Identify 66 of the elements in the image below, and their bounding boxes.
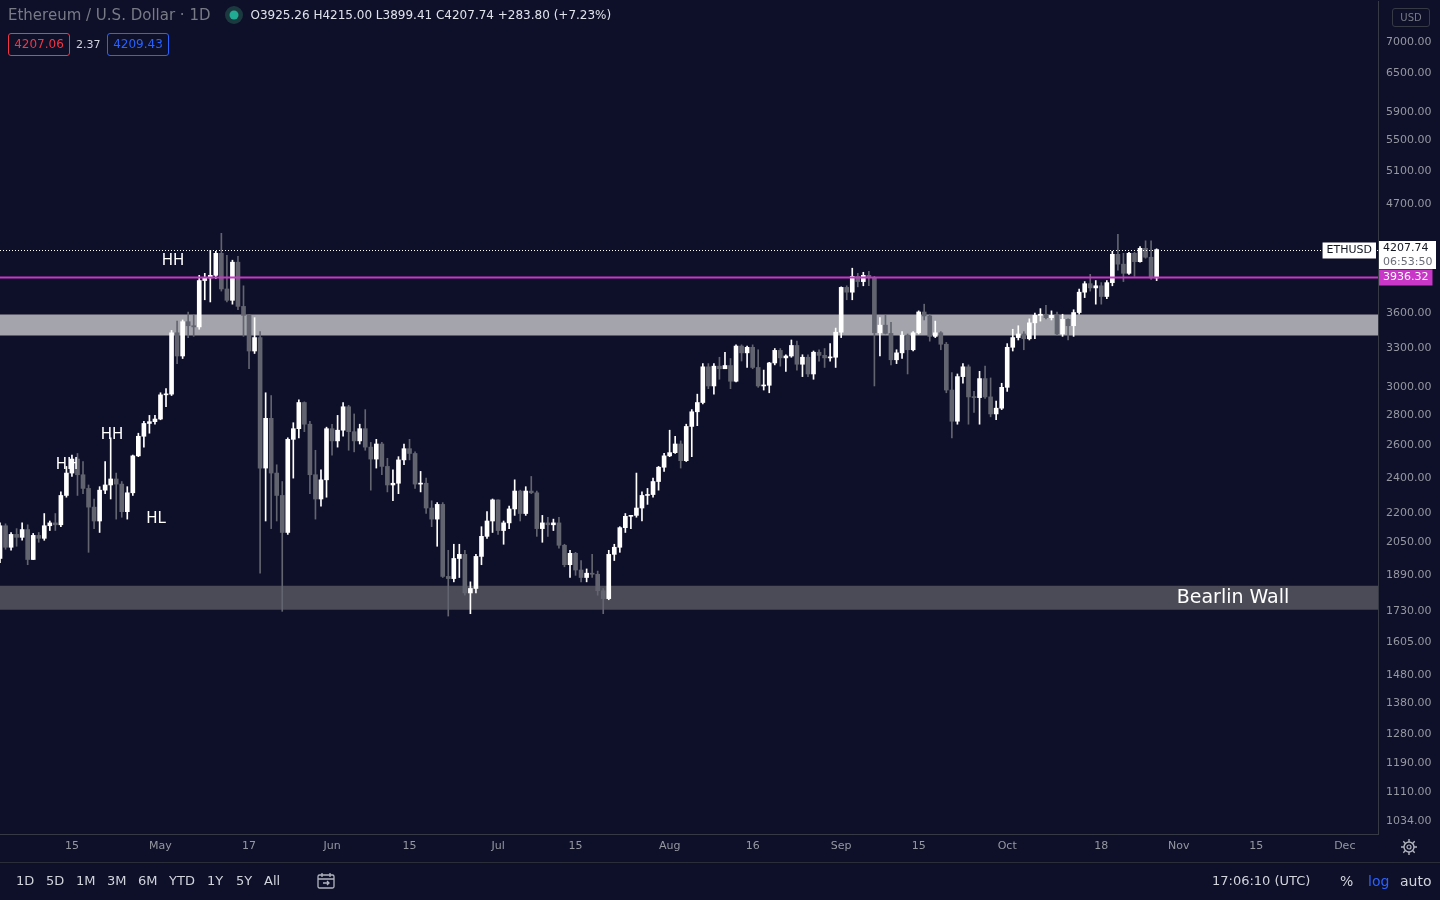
y-tick-label: 2800.00: [1386, 408, 1432, 422]
annotation: HH: [100, 424, 124, 444]
text: 3M: [107, 872, 127, 890]
band-label: Bearlin Wall: [1176, 584, 1290, 607]
y-tick-label: 7000.00: [1386, 35, 1432, 49]
y-tick-label: 5100.00: [1386, 164, 1432, 178]
x-tick-label: Dec: [1334, 839, 1356, 853]
text: YTD: [169, 872, 195, 890]
x-tick-label: Nov: [1168, 839, 1190, 853]
text: O3925.26 H4215.00 L3899.41 C4207.74 +283.80 (+7.23%): [250, 8, 612, 22]
x-tick-label: 15: [64, 839, 79, 853]
x-tick-label: Sep: [830, 839, 852, 853]
annotation: HL: [146, 508, 166, 528]
x-tick-label: Aug: [658, 839, 681, 853]
y-tick-label: 1110.00: [1386, 784, 1432, 798]
y-tick-label: 3300.00: [1386, 341, 1432, 355]
y-tick-label: 4700.00: [1386, 197, 1432, 211]
x-tick-label: 18: [1094, 839, 1109, 853]
text: USD: [1392, 8, 1430, 27]
x-tick-label: 15: [568, 839, 583, 853]
text: 1M: [76, 872, 96, 890]
y-tick-label: 3000.00: [1386, 380, 1432, 394]
text: %: [1340, 872, 1354, 891]
x-tick-label: Jun: [322, 839, 341, 853]
x-tick-label: 16: [745, 839, 760, 853]
y-tick-label: 1730.00: [1386, 604, 1432, 618]
x-tick-label: May: [149, 839, 173, 853]
y-tick-label: 1890.00: [1386, 568, 1432, 582]
text: auto: [1400, 872, 1432, 891]
y-tick-label: 2050.00: [1386, 535, 1432, 549]
chart-title: Ethereum / U.S. Dollar · 1D: [8, 6, 211, 24]
text: 4207.74: [1379, 240, 1436, 255]
text: All: [264, 872, 281, 890]
y-tick-label: 3600.00: [1386, 305, 1432, 319]
text: 06:53:50: [1379, 254, 1436, 269]
text: 6M: [138, 872, 158, 890]
y-tick-label: 1605.00: [1386, 634, 1432, 648]
annotation: HH: [161, 250, 185, 270]
y-tick-label: 2600.00: [1386, 438, 1432, 452]
ref-line-label: ETHUSD: [1326, 243, 1373, 257]
x-tick-label: Jul: [490, 839, 505, 853]
y-tick-label: 5500.00: [1386, 133, 1432, 147]
x-tick-label: 15: [1249, 839, 1264, 853]
text: 1D: [16, 872, 35, 890]
y-tick-label: 6500.00: [1386, 65, 1432, 79]
x-tick-label: 15: [911, 839, 926, 853]
annotation: 2.37: [76, 37, 101, 53]
y-tick-label: 1034.00: [1386, 813, 1432, 827]
text: 5Y: [236, 872, 253, 890]
y-tick-label: 2400.00: [1386, 470, 1432, 484]
y-tick-label: 1190.00: [1386, 756, 1432, 770]
text: 5D: [46, 872, 65, 890]
text: log: [1368, 872, 1390, 891]
annotation: 4207.06: [8, 33, 70, 56]
x-tick-label: 15: [402, 839, 417, 853]
y-tick-label: 1380.00: [1386, 696, 1432, 710]
y-tick-label: 1480.00: [1386, 667, 1432, 681]
text: 1Y: [207, 872, 224, 890]
y-tick-label: 1280.00: [1386, 726, 1432, 740]
x-tick-label: 17: [242, 839, 257, 853]
ref-line-label: 3936.32: [1383, 270, 1429, 284]
x-tick-label: Oct: [997, 839, 1018, 853]
y-tick-label: 5900.00: [1386, 104, 1432, 118]
text: 17:06:10 (UTC): [1212, 872, 1311, 890]
annotation: 4209.43: [107, 33, 169, 56]
y-tick-label: 2200.00: [1386, 506, 1432, 520]
